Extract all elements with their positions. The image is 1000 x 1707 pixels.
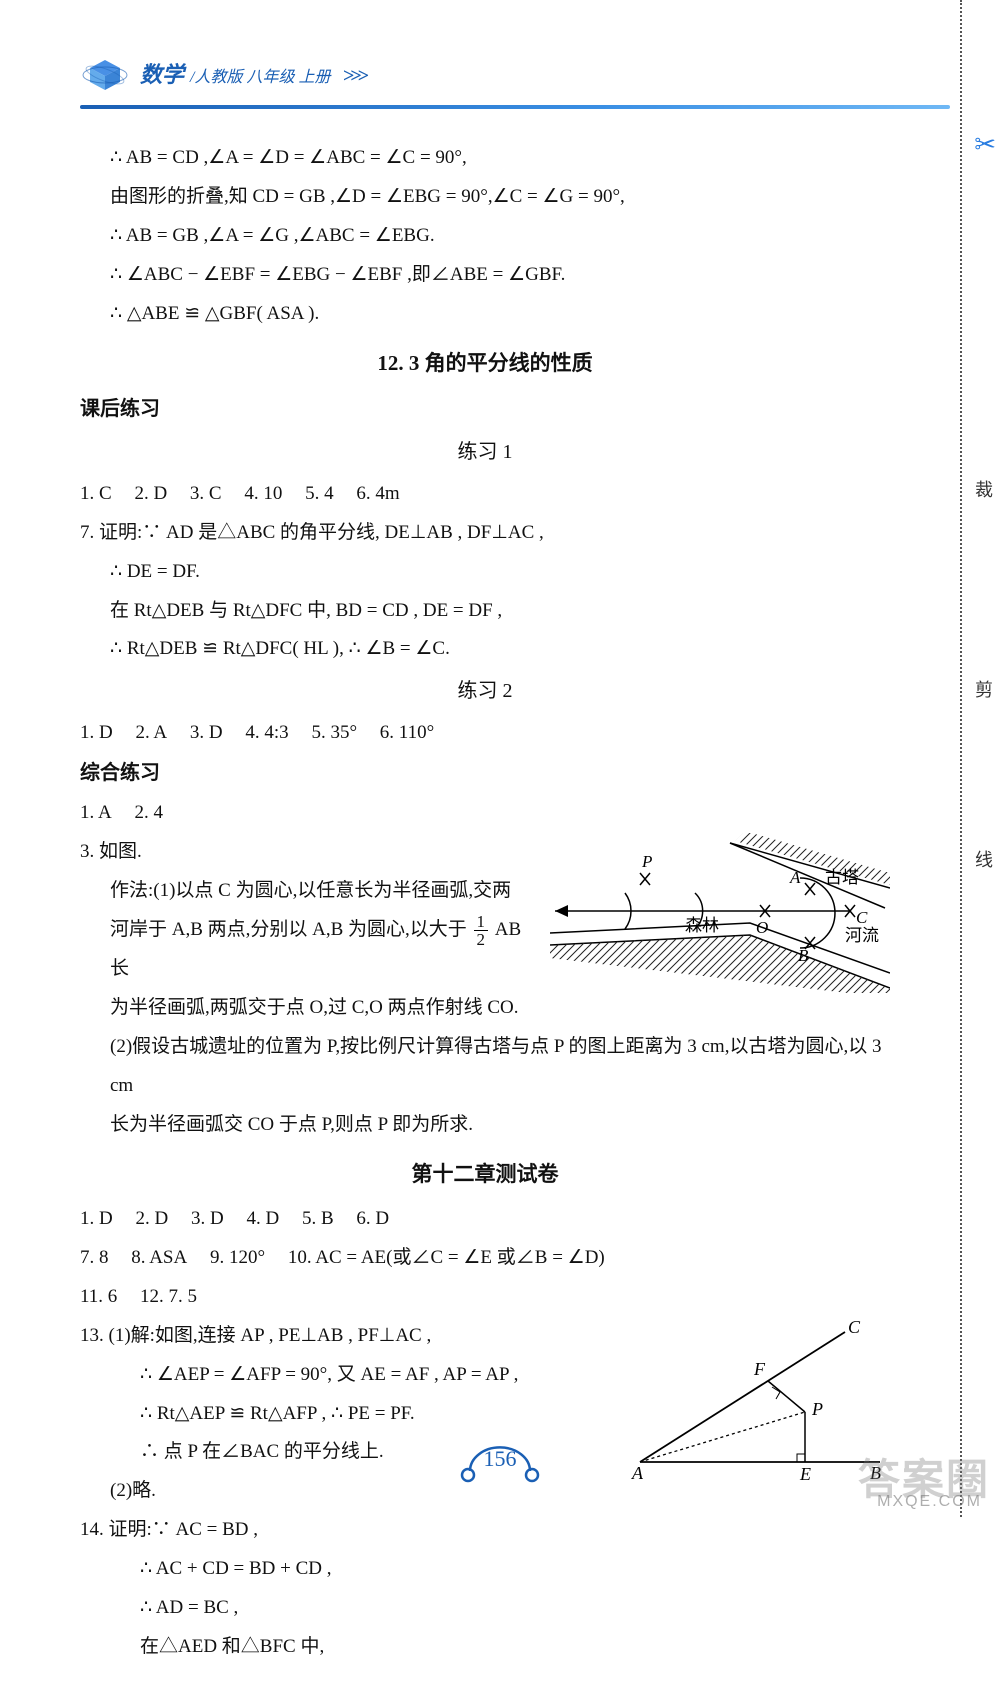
- answer: 2. 4: [134, 802, 163, 823]
- q3-head: 3. 如图.: [80, 833, 540, 872]
- lbl-C: C: [856, 908, 868, 927]
- ex2-answers: 1. D 2. A 3. D 4. 4:3 5. 35° 6. 110°: [80, 714, 890, 753]
- proof-line: ∴ AB = GB ,∠A = ∠G ,∠ABC = ∠EBG.: [80, 217, 890, 256]
- frac-num: 1: [474, 913, 489, 931]
- answer: 5. 35°: [311, 722, 357, 743]
- q14-line: 在△AED 和△BFC 中,: [80, 1628, 890, 1667]
- page-number: 156: [450, 1431, 550, 1487]
- zh-answers: 1. A 2. 4: [80, 794, 890, 833]
- answer: 2. D: [134, 483, 167, 504]
- answer: 2. A: [135, 722, 167, 743]
- q3-line: 作法:(1)以点 C 为圆心,以任意长为半径画弧,交两: [80, 872, 540, 911]
- page-number-value: 156: [484, 1446, 517, 1472]
- q13-line: ∴ Rt△AEP ≌ Rt△AFP , ∴ PE = PF.: [80, 1395, 620, 1434]
- lbl-C: C: [848, 1317, 861, 1337]
- answer: 1. C: [80, 483, 112, 504]
- q7-line: 在 Rt△DEB 与 Rt△DFC 中, BD = CD , DE = DF ,: [80, 592, 890, 631]
- proof-line: ∴ △ABE ≌ △GBF( ASA ).: [80, 295, 890, 334]
- header-cube-icon: [80, 50, 130, 95]
- answer: 11. 6: [80, 1286, 117, 1307]
- answer: 4. 4:3: [245, 722, 288, 743]
- answer: 9. 120°: [210, 1247, 265, 1268]
- river-figure: P A B C O 森林 古塔 河流: [550, 833, 890, 993]
- answer: 6. 4m: [356, 483, 399, 504]
- lbl-guta: 古塔: [825, 868, 859, 887]
- cut-label-cai: 裁: [970, 480, 996, 498]
- q14-line: 14. 证明:∵ AC = BD ,: [80, 1511, 890, 1550]
- answer: 3. D: [190, 722, 223, 743]
- header-subject: 数学: [140, 57, 184, 89]
- angle-figure: A B C E F P: [630, 1317, 890, 1487]
- q7-line: ∴ Rt△DEB ≌ Rt△DFC( HL ), ∴ ∠B = ∠C.: [80, 630, 890, 669]
- ex2-title: 练习 2: [80, 671, 890, 712]
- answer: 7. 8: [80, 1247, 109, 1268]
- answer: 4. 10: [244, 483, 282, 504]
- header-rule: [80, 105, 950, 109]
- q13-line: ∴ ∠AEP = ∠AFP = 90°, 又 AE = AF , AP = AP…: [80, 1356, 620, 1395]
- q3-row: 3. 如图. 作法:(1)以点 C 为圆心,以任意长为半径画弧,交两 河岸于 A…: [80, 833, 890, 1028]
- lbl-heliu: 河流: [845, 926, 879, 945]
- lbl-E: E: [799, 1464, 811, 1484]
- cut-line: [960, 0, 988, 1517]
- proof-line: ∴ ∠ABC − ∠EBF = ∠EBG − ∠EBF ,即∠ABE = ∠GB…: [80, 256, 890, 295]
- q14-line: ∴ AD = BC ,: [80, 1589, 890, 1628]
- answer: 1. D: [80, 1208, 113, 1229]
- page-header: 数学 /人教版 八年级 上册 >>>: [80, 50, 890, 95]
- scissors-icon: ✂: [974, 130, 996, 160]
- q3-text: 河岸于 A,B 两点,分别以 A,B 为圆心,以大于: [110, 919, 467, 940]
- answer: 4. D: [246, 1208, 279, 1229]
- lbl-F: F: [753, 1359, 766, 1379]
- label-zonghelianxi: 综合练习: [80, 753, 890, 794]
- chapter12-test-title: 第十二章测试卷: [80, 1153, 890, 1196]
- header-sub: /人教版 八年级 上册: [190, 63, 330, 87]
- section-12-3-title: 12. 3 角的平分线的性质: [80, 342, 890, 385]
- answer: 5. 4: [305, 483, 334, 504]
- header-chevrons-icon: >>>: [342, 65, 364, 88]
- proof-line: 由图形的折叠,知 CD = GB ,∠D = ∠EBG = 90°,∠C = ∠…: [80, 178, 890, 217]
- test-row1: 1. D 2. D 3. D 4. D 5. B 6. D: [80, 1200, 890, 1239]
- watermark-sub: MXQE.COM: [877, 1493, 982, 1511]
- answer: 2. D: [135, 1208, 168, 1229]
- lbl-B: B: [798, 946, 809, 965]
- q3-line: 河岸于 A,B 两点,分别以 A,B 为圆心,以大于 1 2 AB 长: [80, 911, 540, 989]
- frac-den: 2: [474, 931, 489, 948]
- label-kehoulianxi: 课后练习: [80, 389, 890, 430]
- lbl-A: A: [631, 1463, 644, 1483]
- lbl-P: P: [641, 852, 652, 871]
- lbl-P: P: [811, 1399, 823, 1419]
- q3-line: (2)假设古城遗址的位置为 P,按比例尺计算得古塔与点 P 的图上距离为 3 c…: [80, 1028, 890, 1106]
- test-row2: 7. 8 8. ASA 9. 120° 10. AC = AE(或∠C = ∠E…: [80, 1239, 890, 1278]
- ex1-answers: 1. C 2. D 3. C 4. 10 5. 4 6. 4m: [80, 475, 890, 514]
- answer: 8. ASA: [131, 1247, 187, 1268]
- answer: 5. B: [302, 1208, 334, 1229]
- q7-line: ∴ DE = DF.: [80, 553, 890, 592]
- answer: 3. C: [190, 483, 222, 504]
- answer: 1. A: [80, 802, 112, 823]
- answer: 1. D: [80, 722, 113, 743]
- cut-label-xian: 线: [970, 850, 996, 868]
- answer: 3. D: [191, 1208, 224, 1229]
- answer: 10. AC = AE(或∠C = ∠E 或∠B = ∠D): [288, 1247, 605, 1268]
- lbl-O: O: [756, 918, 768, 937]
- q14-line: ∴ AC + CD = BD + CD ,: [80, 1550, 890, 1589]
- q7-line: 7. 证明:∵ AD 是△ABC 的角平分线, DE⊥AB , DF⊥AC ,: [80, 514, 890, 553]
- lbl-A: A: [789, 868, 801, 887]
- answer: 12. 7. 5: [140, 1286, 197, 1307]
- q3-line: 长为半径画弧交 CO 于点 P,则点 P 即为所求.: [80, 1106, 890, 1145]
- test-row3: 11. 6 12. 7. 5: [80, 1278, 890, 1317]
- lbl-senlin: 森林: [685, 916, 719, 935]
- fraction-icon: 1 2: [474, 913, 489, 948]
- q13-line: 13. (1)解:如图,连接 AP , PE⊥AB , PF⊥AC ,: [80, 1317, 620, 1356]
- proof-line: ∴ AB = CD ,∠A = ∠D = ∠ABC = ∠C = 90°,: [80, 139, 890, 178]
- ex1-title: 练习 1: [80, 432, 890, 473]
- cut-label-jian: 剪: [970, 680, 996, 698]
- header-title: 数学 /人教版 八年级 上册 >>>: [140, 57, 365, 89]
- answer: 6. D: [356, 1208, 389, 1229]
- q3-line: 为半径画弧,两弧交于点 O,过 C,O 两点作射线 CO.: [80, 989, 540, 1028]
- answer: 6. 110°: [380, 722, 434, 743]
